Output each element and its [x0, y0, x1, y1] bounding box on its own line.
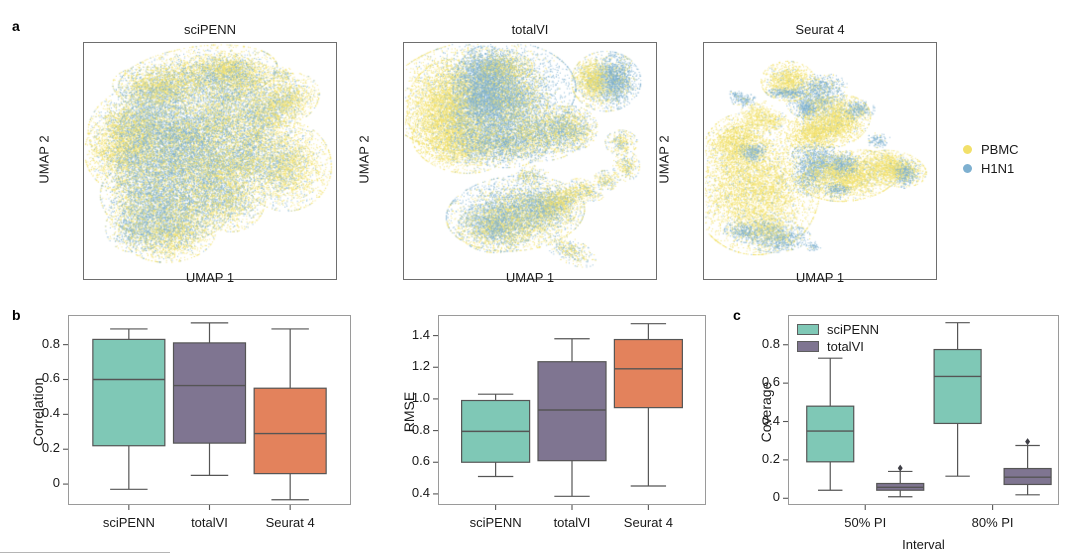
x-tick-label: sciPENN	[469, 515, 522, 530]
legend-item-pbmc: PBMC	[963, 140, 1019, 159]
legend-swatch-icon	[797, 341, 819, 352]
panel-label-c: c	[733, 307, 741, 323]
y-tick-label: 0.6	[41, 370, 60, 386]
y-tick-label: 0.4	[411, 484, 430, 500]
y-tick-label: 0.6	[411, 453, 430, 469]
y-axis-label: Coverage	[758, 381, 774, 443]
legend-item-totalvi: totalVI	[797, 338, 879, 355]
boxplot-correlation: 0 0.2 0.4 0.6 0.8 sciPENN totalVI Seurat 4	[42, 315, 351, 530]
y-tick-label: 0.6	[761, 374, 780, 390]
legend-dot-icon	[963, 145, 972, 154]
y-tick-label: 0	[772, 489, 780, 505]
umap-scatter-canvas	[404, 43, 656, 279]
y-tick-label: 0.8	[761, 335, 780, 351]
x-tick-label: totalVI	[553, 515, 591, 530]
umap-title: Seurat 4	[795, 22, 845, 37]
umap-panel-scipenn: sciPENN	[83, 22, 337, 280]
umap-ylabel: UMAP 2	[36, 135, 52, 184]
y-tick-label: 0.2	[41, 440, 60, 456]
panel-label-a: a	[12, 18, 20, 34]
x-axis-label: Interval	[902, 537, 945, 552]
umap-panel-seurat4: Seurat 4	[703, 22, 937, 280]
umap-scatter-canvas	[84, 43, 336, 279]
boxplot-svg	[783, 322, 1052, 510]
boxplot-rmse: 0.4 0.6 0.8 1.0 1.2 1.4 sciPENN totalVI Seurat 4	[412, 315, 706, 530]
x-tick-label: Seurat 4	[623, 515, 673, 530]
y-tick-label: 0.2	[761, 450, 780, 466]
y-axis-label: RMSE	[401, 391, 417, 433]
umap-scatter-canvas	[704, 43, 936, 279]
x-tick-label: 80% PI	[971, 515, 1014, 530]
y-tick-label: 0.8	[41, 335, 60, 351]
umap-xlabel: UMAP 1	[505, 270, 555, 285]
umap-title: sciPENN	[183, 22, 236, 37]
umap-panel-totalvi: totalVI	[403, 22, 657, 280]
legend-label: totalVI	[827, 339, 864, 354]
y-tick-label: 0	[52, 475, 60, 491]
legend-item-h1n1: H1N1	[963, 159, 1019, 178]
umap-ylabel: UMAP 2	[656, 135, 672, 184]
coverage-legend: sciPENN totalVI	[797, 321, 879, 355]
legend-label: sciPENN	[827, 322, 880, 337]
y-tick-label: 0.4	[761, 412, 780, 428]
umap-ylabel: UMAP 2	[356, 135, 372, 184]
panel-label-b: b	[12, 307, 21, 323]
boxplot-svg	[433, 323, 683, 510]
legend-item-scipenn: sciPENN	[797, 321, 879, 338]
legend-label: H1N1	[981, 161, 1015, 176]
x-tick-label: sciPENN	[102, 515, 155, 530]
umap-title: totalVI	[511, 22, 549, 37]
x-tick-label: totalVI	[191, 515, 228, 530]
x-tick-label: Seurat 4	[265, 515, 315, 530]
umap-xlabel: UMAP 1	[185, 270, 235, 285]
legend-swatch-icon	[797, 324, 819, 335]
scatter-legend: PBMC H1N1	[963, 140, 1019, 178]
umap-xlabel: UMAP 1	[795, 270, 845, 285]
legend-label: PBMC	[981, 142, 1019, 157]
boxplot-coverage: sciPENN totalVI 0 0.2 0.4 0.6 0.8 50% PI 80% P…	[762, 315, 1059, 530]
boxplot-svg	[63, 322, 327, 510]
legend-dot-icon	[963, 164, 972, 173]
y-axis-label: Correlation	[30, 377, 46, 447]
y-tick-label: 1.0	[411, 389, 430, 405]
y-tick-label: 1.2	[411, 358, 430, 374]
y-tick-label: 1.4	[411, 326, 430, 342]
y-tick-label: 0.8	[411, 421, 430, 437]
y-tick-label: 0.4	[41, 405, 60, 421]
x-tick-label: 50% PI	[844, 515, 887, 530]
